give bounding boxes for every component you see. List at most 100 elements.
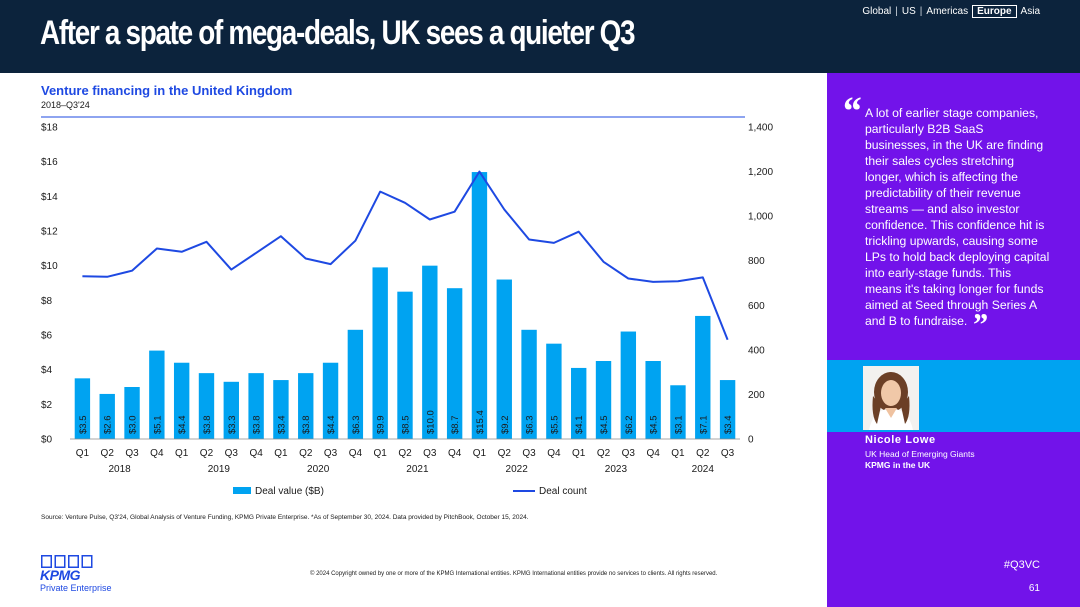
left-axis-tick-label: $18 (41, 123, 58, 134)
left-axis-tick-label: $10 (41, 261, 58, 272)
year-tick-label: 2019 (208, 464, 231, 475)
bar-value-label: $4.5 (649, 416, 660, 435)
left-axis-tick-label: $8 (41, 296, 53, 307)
quarter-tick-label: Q2 (696, 448, 710, 459)
right-axis-tick-label: 800 (748, 256, 765, 267)
year-tick-label: 2021 (406, 464, 429, 475)
deal-value-bar (99, 393, 115, 439)
bar-value-label: $5.1 (152, 416, 163, 435)
bar-value-label: $3.4 (276, 416, 287, 435)
deal-value-bar (446, 288, 463, 439)
bar-value-label: $5.5 (549, 416, 560, 435)
year-tick-label: 2018 (109, 464, 132, 475)
region-separator: | (919, 6, 923, 17)
deal-value-bar (248, 373, 264, 439)
avatar (863, 366, 919, 430)
copyright-notice: © 2024 Copyright owned by one or more of… (310, 571, 718, 577)
deal-value-bar (521, 329, 537, 439)
deal-value-bar (571, 367, 587, 439)
deal-value-bar (298, 373, 314, 439)
quote-box: “ A lot of earlier stage companies, part… (827, 73, 1080, 360)
bar-value-label: $15.4 (475, 410, 486, 434)
quarter-tick-label: Q3 (324, 448, 338, 459)
deal-value-bar (670, 385, 686, 439)
region-link-americas[interactable]: Americas (926, 6, 969, 17)
quote-panel: “ A lot of earlier stage companies, part… (827, 73, 1080, 607)
hashtag: #Q3VC (1003, 559, 1040, 571)
quarter-tick-label: Q4 (249, 448, 263, 459)
deal-value-bar (149, 350, 165, 439)
deal-value-bar (397, 291, 413, 439)
page-number: 61 (1028, 583, 1040, 594)
quarter-tick-label: Q2 (597, 448, 611, 459)
kpmg-logo-icon: KPMG (40, 555, 93, 583)
quarter-tick-label: Q3 (423, 448, 437, 459)
quote-body: A lot of earlier stage companies, partic… (865, 106, 1050, 328)
region-separator: | (895, 6, 898, 17)
right-axis-tick-label: 200 (748, 390, 765, 401)
bar-value-label: $9.9 (376, 416, 387, 435)
person-info: Nicole Lowe UK Head of Emerging Giants K… (865, 434, 1075, 470)
quarter-tick-label: Q4 (349, 448, 363, 459)
right-axis-tick-label: 1,000 (748, 212, 773, 223)
quote-text: A lot of earlier stage companies, partic… (865, 105, 1050, 342)
legend-bar-label: Deal value ($B) (255, 486, 324, 497)
quarter-tick-label: Q3 (622, 448, 636, 459)
close-quote-icon: ” (971, 306, 988, 342)
deal-value-bar (173, 362, 190, 439)
person-name: Nicole Lowe (865, 434, 936, 446)
left-axis-tick-label: $0 (41, 435, 53, 446)
year-tick-label: 2024 (692, 464, 715, 475)
quarter-tick-label: Q1 (572, 448, 586, 459)
quarter-tick-label: Q3 (225, 448, 239, 459)
quarter-tick-label: Q4 (646, 448, 660, 459)
person-role: UK Head of Emerging Giants (865, 449, 975, 459)
bar-value-label: $6.2 (624, 416, 635, 435)
deal-value-bar (719, 380, 736, 439)
bar-value-label: $3.4 (723, 416, 734, 435)
quarter-tick-label: Q4 (448, 448, 462, 459)
region-nav: Global | US | Americas Europe Asia (862, 5, 1040, 18)
quarter-tick-label: Q3 (522, 448, 536, 459)
person-portrait-icon (863, 366, 919, 430)
quarter-tick-label: Q1 (374, 448, 388, 459)
region-link-us[interactable]: US (901, 6, 916, 17)
bar-value-label: $4.1 (574, 416, 585, 435)
deal-value-bar (273, 380, 289, 439)
left-axis-tick-label: $14 (41, 192, 58, 203)
region-link-europe[interactable]: Europe (972, 5, 1017, 18)
year-tick-label: 2023 (605, 464, 628, 475)
bar-value-label: $3.1 (673, 416, 684, 435)
quarter-tick-label: Q2 (398, 448, 412, 459)
quarter-tick-label: Q2 (101, 448, 115, 459)
quarter-tick-label: Q2 (498, 448, 512, 459)
quarter-tick-label: Q1 (175, 448, 189, 459)
region-link-global[interactable]: Global (862, 6, 892, 17)
deal-count-line (82, 170, 729, 341)
right-axis-tick-label: 400 (748, 345, 765, 356)
deal-value-bar (322, 362, 339, 439)
left-axis-tick-label: $2 (41, 400, 53, 411)
bar-value-label: $3.5 (78, 416, 89, 435)
deal-value-bar (695, 315, 711, 439)
quarter-tick-label: Q3 (125, 448, 139, 459)
deal-value-bar (372, 267, 388, 439)
right-axis-tick-label: 1,400 (748, 123, 773, 134)
source-note: Source: Venture Pulse, Q3'24, Global Ana… (41, 514, 529, 521)
top-bar: After a spate of mega-deals, UK sees a q… (0, 0, 1080, 73)
quarter-tick-label: Q1 (274, 448, 288, 459)
quarter-tick-label: Q1 (473, 448, 487, 459)
bar-value-label: $10.0 (425, 410, 436, 434)
region-link-asia[interactable]: Asia (1020, 6, 1040, 17)
bar-value-label: $3.8 (301, 416, 312, 435)
bar-value-label: $3.8 (252, 416, 263, 435)
left-axis-tick-label: $12 (41, 227, 58, 238)
bar-value-label: $4.4 (177, 416, 188, 435)
deal-value-bar (198, 373, 215, 439)
bar-value-label: $6.3 (351, 416, 362, 435)
quarter-tick-label: Q2 (299, 448, 313, 459)
quarter-tick-label: Q4 (150, 448, 164, 459)
deal-value-bar (595, 361, 612, 439)
bar-value-label: $6.3 (525, 416, 536, 435)
quarter-tick-label: Q3 (721, 448, 735, 459)
